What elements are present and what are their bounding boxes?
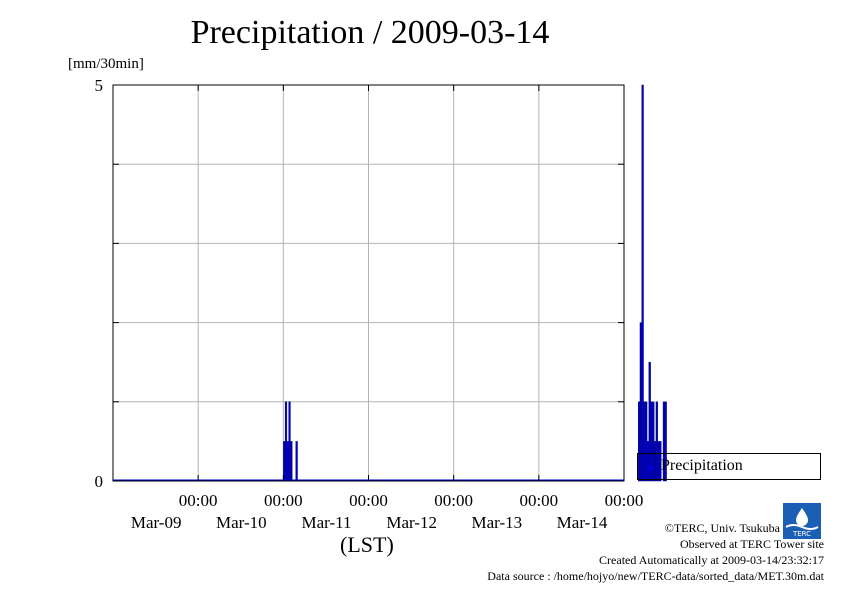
credit-copyright: ©TERC, Univ. Tsukuba	[664, 521, 780, 535]
y-axis-ticks: 05	[95, 76, 624, 491]
terc-logo: TERC	[783, 503, 821, 539]
chart-title: Precipitation / 2009-03-14	[190, 14, 550, 51]
x-tick-date-label: Mar-10	[216, 513, 267, 532]
credit-site: Observed at TERC Tower site	[679, 537, 824, 551]
x-tick-time-label: 00:00	[434, 491, 473, 510]
precipitation-bar	[664, 401, 667, 482]
y-tick-label: 5	[95, 76, 104, 95]
svg-text:TERC: TERC	[792, 530, 811, 538]
x-tick-time-label: 00:00	[519, 491, 558, 510]
legend-entry-precipitation: Precipitation	[661, 457, 743, 474]
legend-swatch	[648, 465, 653, 470]
x-tick-time-label: 00:00	[349, 491, 388, 510]
x-tick-date-label: Mar-09	[131, 513, 182, 532]
precipitation-bar	[288, 401, 291, 482]
precipitation-bar	[284, 401, 288, 482]
x-tick-time-label: 00:00	[264, 491, 303, 510]
x-axis-label: (LST)	[340, 532, 394, 557]
x-tick-time-label: 00:00	[179, 491, 218, 510]
grid-lines	[113, 85, 625, 481]
credit-source: Data source : /home/hojyo/new/TERC-data/…	[487, 569, 824, 583]
x-axis-ticks: 00:00 Mar-09 00:00 Mar-10 00:00 Mar-11 00:00 Ma…	[131, 85, 644, 532]
precipitation-bar	[295, 441, 298, 482]
precipitation-bar	[659, 441, 662, 482]
precipitation-bar	[290, 441, 293, 482]
precipitation-bar	[641, 84, 644, 482]
y-tick-label: 0	[95, 472, 104, 491]
x-tick-date-label: Mar-13	[472, 513, 523, 532]
precipitation-bars	[283, 84, 667, 482]
x-tick-date-label: Mar-11	[301, 513, 351, 532]
credit-created: Created Automatically at 2009-03-14/23:3…	[599, 553, 824, 567]
y-axis-unit-label: [mm/30min]	[68, 56, 144, 72]
x-tick-time-label: 00:00	[605, 491, 644, 510]
legend: Precipitation	[637, 453, 821, 480]
credits: ©TERC, Univ. Tsukuba Observed at TERC To…	[487, 520, 824, 584]
x-tick-date-label: Mar-14	[557, 513, 608, 532]
precipitation-bar	[286, 441, 289, 482]
x-tick-date-label: Mar-12	[386, 513, 437, 532]
